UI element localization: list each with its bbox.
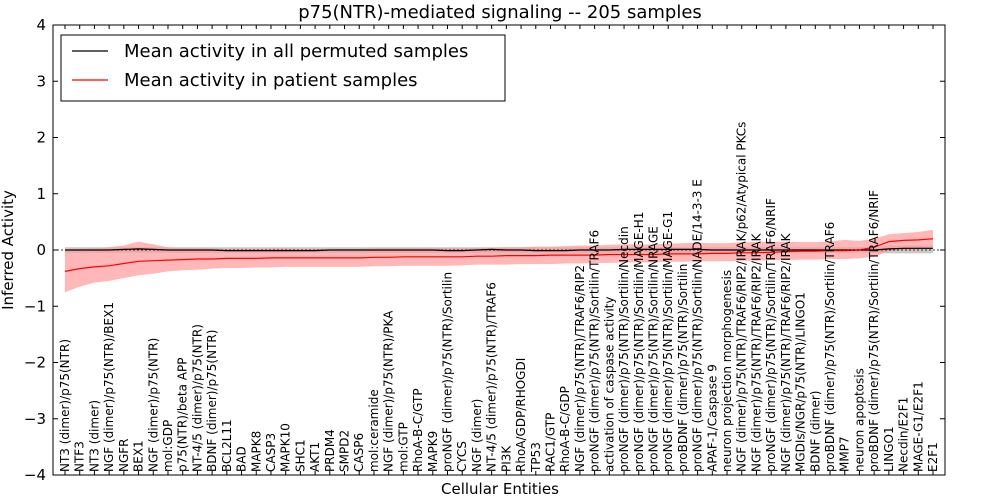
x-tick-label: SMPD2	[338, 430, 352, 472]
y-tick-label: −4	[24, 466, 46, 484]
x-tick-label: proBDNF (dimer)/p75(NTR)/Sortilin/TRAF6	[823, 222, 837, 472]
x-tick-label: proNGF (dimer)/p75(NTR)/Sortilin/TRAF6/N…	[764, 198, 778, 472]
x-tick-label: NGF (dimer)/p75(NTR)/TRAF6/RIP2/IRAK	[779, 232, 793, 472]
x-tick-label: NT-4/5 (dimer)/p75(NTR)/TRAF6	[485, 282, 499, 472]
x-tick-label: proNGF (dimer)/p75(NTR)/Sortilin/TRAF6	[588, 230, 602, 472]
x-tick-label: RAC1/GTP	[544, 413, 558, 472]
x-tick-label: neuron projection morphogenesis	[720, 270, 734, 472]
x-tick-label: Necdin/E2F1	[897, 397, 911, 472]
legend-label-permuted: Mean activity in all permuted samples	[124, 41, 468, 62]
y-tick-label: −2	[24, 354, 46, 372]
x-tick-label: proNGF (dimer)/p75(NTR)/Sortilin/MAGE-G1	[661, 211, 675, 472]
x-tick-label: NT-4/5 (dimer)/p75(NTR)	[190, 324, 204, 472]
x-tick-label: TP53	[529, 442, 543, 473]
x-tick-label: BEX1	[132, 440, 146, 472]
legend: Mean activity in all permuted samples Me…	[60, 34, 506, 102]
x-tick-label: p75(NTR)/beta APP	[176, 358, 190, 473]
x-tick-label: proNGF (dimer)/p75(NTR)/Sortilin/Necdin	[617, 226, 631, 472]
x-tick-label: MAPK9	[426, 431, 440, 472]
x-tick-label: NGF (dimer)/p75(NTR)	[146, 338, 160, 472]
y-axis: −4 −3 −2 −1 0 1 2 3 4	[24, 16, 945, 484]
x-tick-label: BCL2L11	[220, 419, 234, 472]
x-tick-label: activation of caspase activity	[602, 297, 616, 472]
x-tick-label: proNGF (dimer)/p75(NTR)/Sortilin/NRAGE	[647, 226, 661, 472]
y-tick-label: 4	[36, 16, 46, 34]
confidence-bands	[65, 229, 933, 293]
x-tick-label: MAGE-G1/E2F1	[911, 381, 925, 472]
x-tick-label: NT3 (dimer)	[87, 400, 101, 472]
x-tick-label: proNGF (dimer)/p75(NTR)/Sortilin	[441, 272, 455, 472]
band-series-1	[65, 229, 933, 293]
y-tick-label: −1	[24, 297, 46, 315]
x-tick-label: BDNF (dimer)/p75(NTR)	[205, 330, 219, 472]
x-tick-label: RhoA-B-C/GDP	[558, 386, 572, 472]
line-series-1	[64, 238, 934, 272]
x-axis-label: Cellular Entities	[441, 480, 559, 498]
y-tick-label: 1	[36, 185, 46, 203]
x-tick-label: NGF (dimer)/p75(NTR)/BEX1	[102, 302, 116, 472]
x-tick-label: PI3K	[499, 445, 513, 472]
x-tick-label: neuron apoptosis	[852, 368, 866, 472]
x-tick-label: CASP6	[352, 433, 366, 472]
legend-label-patient: Mean activity in patient samples	[124, 70, 418, 91]
x-tick-label: APAF-1/Caspase 9	[705, 364, 719, 472]
x-tick-label: proNGF (dimer)/p75(NTR)/Sortilin/MAGE-H1	[632, 212, 646, 472]
x-tick-label: BDNF (dimer)	[808, 391, 822, 473]
x-tick-label: MAPK8	[249, 431, 263, 472]
x-tick-label: MMP7	[838, 436, 852, 472]
x-tick-labels: NT3 (dimer)/p75(NTR) NTF3 NT3 (dimer) NGF (…	[58, 122, 940, 473]
x-tick-label: CYCS	[455, 441, 469, 472]
x-tick-label: NGF (dimer)/p75(NTR)/TRAF6/RIP2/IRAK/p62…	[735, 122, 749, 472]
x-tick-label: NT3 (dimer)/p75(NTR)	[58, 339, 72, 472]
x-tick-label: RhoA/GDP/RHOGDI	[514, 358, 528, 472]
chart-title: p75(NTR)-mediated signaling -- 205 sampl…	[298, 2, 702, 23]
x-tick-label: proBDNF (dimer)/p75(NTR)/Sortilin/TRAF6/…	[867, 190, 881, 472]
x-tick-label: mol:GDP	[161, 420, 175, 472]
x-tick-label: RhoA-B-C/GTP	[411, 388, 425, 472]
legend-box	[60, 34, 506, 102]
x-tick-label: LINGO1	[882, 426, 896, 472]
y-axis-label: Inferred Activity	[0, 190, 17, 310]
x-tick-label: CASP3	[264, 433, 278, 472]
y-tick-label: 3	[36, 72, 46, 90]
x-tick-label: NGF (dimer)/p75(NTR)/TRAF6/RIP2	[573, 265, 587, 472]
x-tick-label: AKT1	[308, 442, 322, 472]
x-tick-label: mol:GTP	[396, 422, 410, 472]
x-tick-label: BAD	[235, 446, 249, 472]
y-tick-label: 0	[36, 241, 46, 259]
x-tick-label: mol:ceramide	[367, 389, 381, 472]
x-tick-label: MAPK10	[279, 423, 293, 472]
x-tick-label: E2F1	[926, 442, 940, 472]
y-tick-label: 2	[36, 129, 46, 147]
x-tick-label: NGF (dimer)/p75(NTR)/TRAF6/RIP2/IRAK	[750, 232, 764, 472]
x-tick-label: PRDM4	[323, 429, 337, 472]
x-tick-label: proBDNF (dimer)/p75(NTR)/Sortilin	[676, 264, 690, 472]
y-tick-label: −3	[24, 410, 46, 428]
x-tick-label: SHC1	[293, 439, 307, 472]
x-tick-label: NGF (dimer)	[470, 399, 484, 472]
x-tick-label: MGDIs/NGR/p75(NTR)/LINGO1	[794, 292, 808, 472]
x-tick-label: NTF3	[73, 441, 87, 472]
x-tick-label: proNGF (dimer)/p75(NTR)/Sortilin/NADE/14…	[691, 179, 705, 472]
x-tick-label: NGF (dimer)/p75(NTR)/PKA	[382, 310, 396, 472]
x-axis	[64, 25, 934, 475]
x-tick-label: NGFR	[117, 438, 131, 472]
